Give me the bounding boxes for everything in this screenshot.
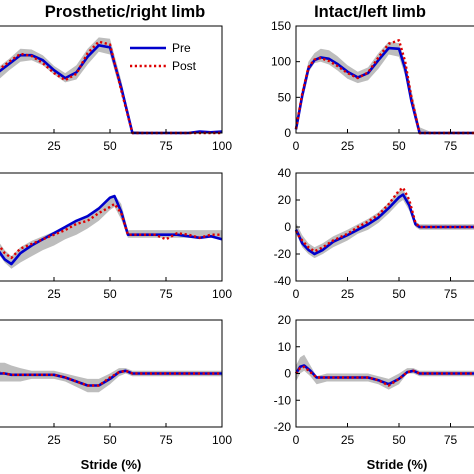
y-tick-label: 20	[278, 313, 292, 327]
axes-box	[295, 25, 474, 134]
x-tick-label: 50	[392, 287, 406, 301]
panel-5: 25 50 75 100 Stride (%)	[0, 319, 232, 472]
panel-title: Prosthetic/right limb	[45, 3, 205, 21]
x-tick-label: 25	[47, 139, 61, 153]
x-tick-label: 25	[341, 433, 355, 447]
x-tick-label: 75	[444, 139, 458, 153]
variability-band	[296, 189, 474, 259]
x-tick-label: 75	[159, 433, 173, 447]
x-tick-label: 25	[47, 433, 61, 447]
x-tick-label: 0	[293, 139, 300, 153]
y-tick-label: 100	[271, 55, 291, 69]
variability-band	[296, 41, 474, 133]
series-post-line	[0, 369, 222, 387]
axes-box	[0, 172, 223, 282]
x-tick-label: 50	[392, 433, 406, 447]
y-tick-label: 0	[284, 220, 291, 234]
legend: Pre Post	[130, 41, 197, 73]
x-tick-label: 50	[103, 287, 117, 301]
x-tick-label: 50	[103, 139, 117, 153]
legend-pre-label: Pre	[172, 41, 191, 55]
variability-band	[0, 194, 222, 269]
y-tick-label: -40	[274, 274, 292, 288]
x-tick-label: 25	[341, 139, 355, 153]
y-tick-label: -10	[274, 393, 292, 407]
y-tick-label: -20	[274, 247, 292, 261]
panel-6: 0 25 50 75 -20 -10 0 10 20 Stride (%)	[274, 313, 474, 472]
y-tick-label: -20	[274, 420, 292, 434]
x-tick-label: 75	[159, 139, 173, 153]
y-tick-label: 20	[278, 193, 292, 207]
panel-1: Prosthetic/right limb 25 50 75 100 Pre Post	[0, 3, 232, 153]
x-tick-label: 100	[212, 139, 232, 153]
x-tick-label: 25	[341, 287, 355, 301]
y-tick-label: 10	[278, 340, 292, 354]
variability-band	[296, 354, 474, 390]
x-tick-label: 0	[293, 287, 300, 301]
x-tick-label: 75	[444, 287, 458, 301]
x-tick-label: 25	[47, 287, 61, 301]
x-tick-label: 50	[103, 433, 117, 447]
x-tick-label: 0	[293, 433, 300, 447]
variability-band	[0, 37, 222, 133]
y-tick-label: 0	[284, 367, 291, 381]
x-tick-label: 50	[392, 139, 406, 153]
series-post-line	[294, 186, 474, 253]
y-tick-label: 150	[271, 19, 291, 33]
legend-post-label: Post	[172, 59, 197, 73]
panel-title: Intact/left limb	[314, 3, 426, 21]
series-post-line	[295, 365, 474, 387]
panel-2: Intact/left limb 0 25 50 75 0 50 100 150	[271, 3, 474, 153]
x-tick-label: 100	[212, 287, 232, 301]
y-tick-label: 0	[284, 126, 291, 140]
panel-3: 25 50 75 100	[0, 172, 232, 301]
x-tick-label: 75	[444, 433, 458, 447]
series-pre-line	[0, 194, 223, 266]
y-tick-label: 50	[278, 90, 292, 104]
y-tick-label: 40	[278, 166, 292, 180]
x-axis-label: Stride (%)	[81, 457, 142, 472]
panel-4: 0 25 50 75 -40 -20 0 20 40	[274, 166, 474, 301]
x-tick-label: 100	[212, 433, 232, 447]
x-axis-label: Stride (%)	[367, 457, 428, 472]
x-tick-label: 75	[159, 287, 173, 301]
series-post-line	[0, 202, 222, 260]
